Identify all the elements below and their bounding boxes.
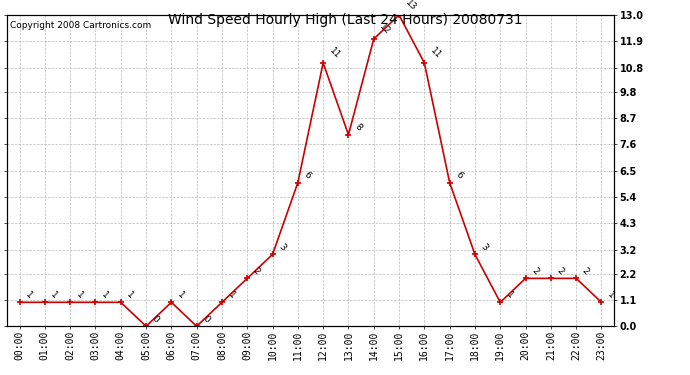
Text: 3: 3 xyxy=(277,242,287,252)
Text: 12: 12 xyxy=(378,22,393,37)
Text: 11: 11 xyxy=(428,46,443,61)
Text: 0: 0 xyxy=(201,314,211,324)
Text: 2: 2 xyxy=(530,266,540,276)
Text: 1: 1 xyxy=(125,290,135,300)
Text: Copyright 2008 Cartronics.com: Copyright 2008 Cartronics.com xyxy=(10,21,151,30)
Text: Wind Speed Hourly High (Last 24 Hours) 20080731: Wind Speed Hourly High (Last 24 Hours) 2… xyxy=(168,13,522,27)
Text: 1: 1 xyxy=(49,290,59,300)
Text: 1: 1 xyxy=(504,290,515,300)
Text: 13: 13 xyxy=(403,0,417,13)
Text: 2: 2 xyxy=(580,266,591,276)
Text: 1: 1 xyxy=(23,290,34,300)
Text: 6: 6 xyxy=(302,170,313,180)
Text: 6: 6 xyxy=(454,170,464,180)
Text: 2: 2 xyxy=(251,266,262,276)
Text: 0: 0 xyxy=(150,314,161,324)
Text: 2: 2 xyxy=(555,266,565,276)
Text: 1: 1 xyxy=(606,290,616,300)
Text: 3: 3 xyxy=(479,242,489,252)
Text: 1: 1 xyxy=(175,290,186,300)
Text: 11: 11 xyxy=(327,46,342,61)
Text: 1: 1 xyxy=(226,290,237,300)
Text: 8: 8 xyxy=(353,122,363,132)
Text: 1: 1 xyxy=(99,290,110,300)
Text: 1: 1 xyxy=(75,290,85,300)
